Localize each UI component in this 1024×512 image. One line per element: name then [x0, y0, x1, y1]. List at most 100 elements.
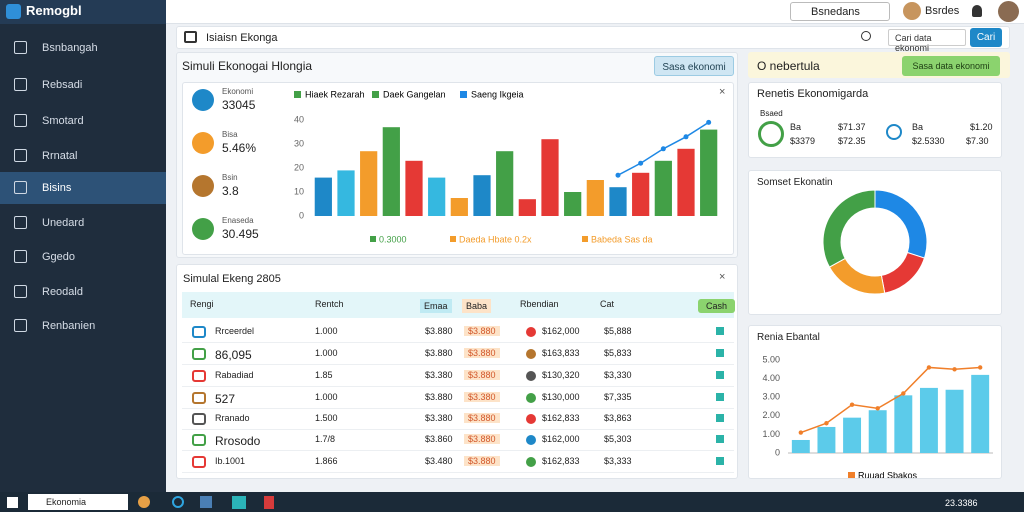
- row-action[interactable]: [716, 414, 724, 422]
- stat-value: 5.46%: [222, 141, 257, 155]
- panel-button[interactable]: Sasa ekonomi: [654, 56, 734, 76]
- sidebar-icon: [14, 114, 27, 127]
- table-cell: $3,863: [604, 413, 632, 423]
- taskbar-search[interactable]: Ekonomia: [28, 494, 128, 510]
- avatar[interactable]: [903, 2, 921, 20]
- table-cell: 1.000: [315, 392, 338, 402]
- row-icon: [526, 435, 536, 445]
- column-header: Cash: [698, 299, 736, 313]
- bar: [700, 129, 718, 216]
- y-tick-label: 0: [299, 210, 304, 220]
- app-icon[interactable]: [232, 496, 246, 509]
- row-action[interactable]: [716, 435, 724, 443]
- bar: [564, 192, 582, 216]
- header-bar: [176, 26, 1010, 49]
- table-cell: $3.880: [464, 348, 500, 358]
- pie-slice: [880, 251, 926, 294]
- table-cell: 1.000: [315, 326, 338, 336]
- bar: [632, 172, 650, 216]
- sidebar-icon: [14, 216, 27, 229]
- table-cell: Rranado: [215, 413, 250, 423]
- donut-chart: [822, 189, 928, 295]
- main-panel-title: Simuli Ekonogai Hlongia: [182, 59, 313, 73]
- app-icon[interactable]: [172, 496, 184, 508]
- summary-title: Renetis Ekonomigarda: [757, 88, 869, 100]
- dropdown[interactable]: Bsnedans: [790, 2, 890, 21]
- summary-item: $7.30: [966, 136, 989, 146]
- table-cell: $3.880: [425, 392, 453, 402]
- start-button[interactable]: [7, 497, 18, 508]
- table-title: Simulal Ekeng 2805: [183, 273, 281, 285]
- bar: [382, 127, 400, 216]
- stat-label: Bisa: [222, 130, 238, 139]
- table-cell: $3.880: [464, 326, 500, 336]
- footer-label: Daeda Hbate 0.2x: [459, 234, 532, 244]
- sidebar-item[interactable]: Smotard: [0, 105, 166, 137]
- table-cell: 1.866: [315, 456, 338, 466]
- bell-icon[interactable]: [972, 5, 982, 17]
- app-icon[interactable]: [138, 496, 150, 508]
- pie-slice: [828, 257, 886, 295]
- search-icon[interactable]: [861, 31, 871, 41]
- sidebar-item[interactable]: Rrnatal: [0, 140, 166, 172]
- sidebar-item[interactable]: Reodald: [0, 276, 166, 308]
- right-button[interactable]: Sasa data ekonomi: [902, 56, 1000, 76]
- header-icon: [184, 31, 197, 43]
- search-button[interactable]: Cari: [970, 28, 1002, 47]
- row-icon: [526, 349, 536, 359]
- summary-item: $71.37: [838, 122, 866, 132]
- sidebar-item[interactable]: Unedard: [0, 207, 166, 239]
- summary-item: Ba: [790, 122, 802, 132]
- pie-slice: [822, 189, 876, 268]
- close-icon[interactable]: ×: [719, 86, 726, 98]
- app-icon[interactable]: [264, 496, 274, 509]
- table-cell: Rrosodo: [215, 434, 261, 448]
- bar: [817, 426, 836, 453]
- table-cell: $3.880: [464, 434, 500, 444]
- row-action[interactable]: [716, 393, 724, 401]
- footer-swatch: [370, 236, 376, 242]
- row-icon: [192, 348, 206, 360]
- table-cell: $3.880: [425, 348, 453, 358]
- row-icon: [192, 370, 206, 382]
- line: [800, 366, 981, 434]
- table-cell: 1.000: [315, 348, 338, 358]
- sidebar-item[interactable]: Bsnbangah: [0, 32, 166, 64]
- bar: [609, 187, 627, 216]
- row-icon: [192, 413, 206, 425]
- bar: [428, 177, 446, 216]
- table-cell: Rabadiad: [215, 370, 254, 380]
- y-tick-label: 2.00: [762, 410, 780, 420]
- sidebar-item[interactable]: Rebsadi: [0, 69, 166, 101]
- row-action[interactable]: [716, 327, 724, 335]
- table-cell: 527: [215, 392, 236, 406]
- table-cell: Rrceerdel: [215, 326, 255, 336]
- table-cell: $5,303: [604, 434, 632, 444]
- row-icon: [526, 371, 536, 381]
- ring-icon: [886, 124, 902, 140]
- app-icon[interactable]: [200, 496, 212, 508]
- row-icon: [192, 434, 206, 446]
- search-input[interactable]: Cari data ekonomi: [888, 29, 966, 53]
- close-icon[interactable]: ×: [719, 271, 726, 283]
- sidebar-item[interactable]: Bisins: [0, 172, 166, 204]
- table-cell: $3.880: [425, 326, 453, 336]
- row-action[interactable]: [716, 371, 724, 379]
- bar: [337, 170, 355, 216]
- combo-chart: 0 1.00 2.00 3.00 4.00 5.00 Ruuad Sbakos: [762, 354, 993, 478]
- row-line: [182, 386, 734, 387]
- sidebar-item[interactable]: Renbanien: [0, 310, 166, 342]
- sidebar-item[interactable]: Ggedo: [0, 241, 166, 273]
- row-action[interactable]: [716, 457, 724, 465]
- line-point: [798, 430, 804, 435]
- legend-swatch: [372, 91, 379, 98]
- row-line: [182, 450, 734, 451]
- profile-avatar[interactable]: [998, 1, 1019, 22]
- row-action[interactable]: [716, 349, 724, 357]
- line-point: [638, 160, 644, 166]
- donut-title: Somset Ekonatin: [757, 177, 833, 188]
- row-icon: [526, 414, 536, 424]
- line-point: [952, 367, 957, 372]
- bar: [791, 439, 810, 453]
